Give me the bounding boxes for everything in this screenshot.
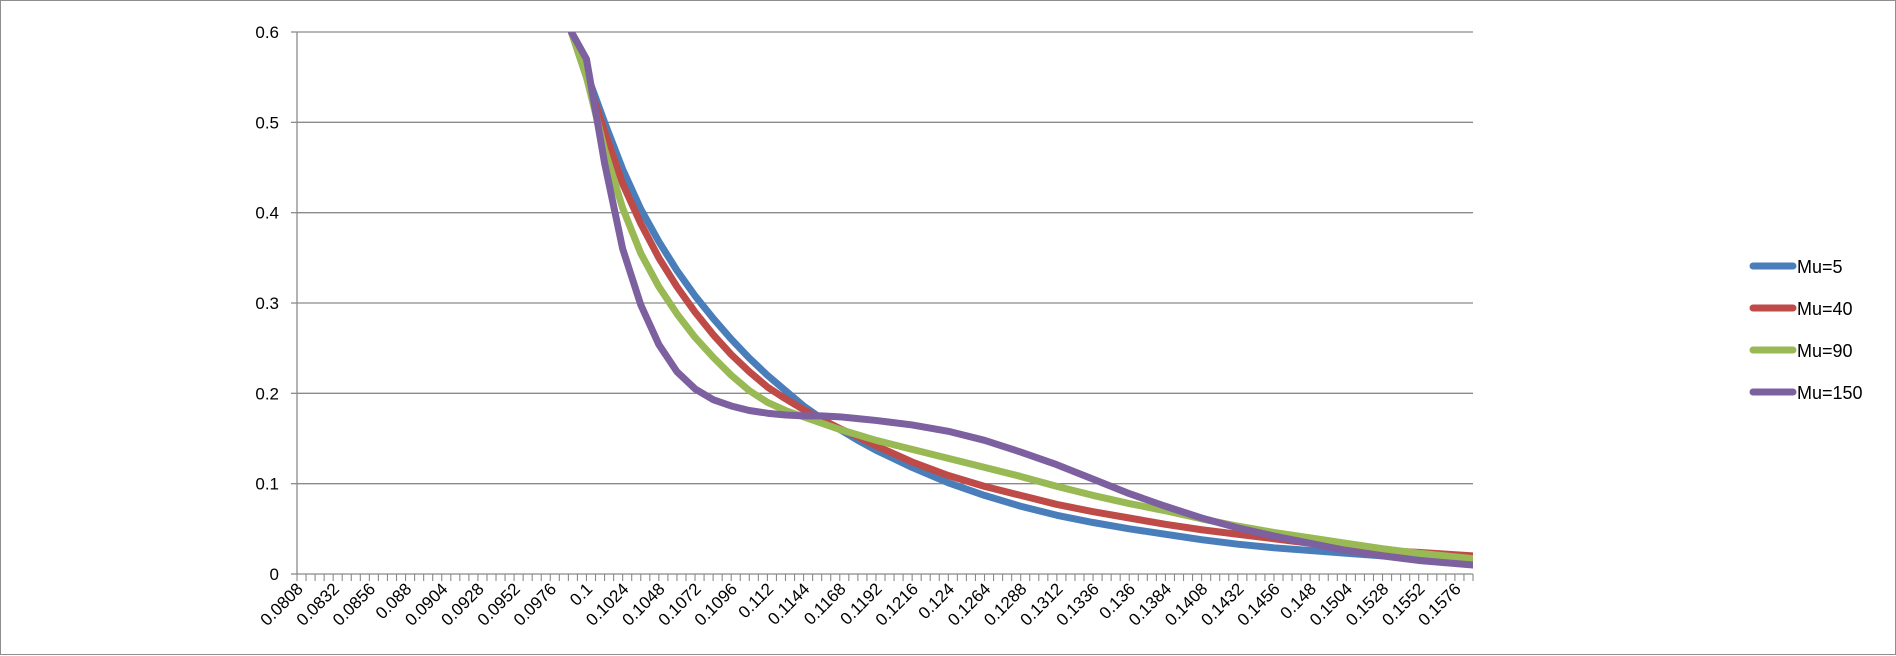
series-lines <box>567 32 1473 569</box>
legend-label: Mu=150 <box>1797 383 1863 403</box>
y-tick-label: 0.4 <box>255 204 279 223</box>
series-line-mu-90 <box>567 32 1473 563</box>
y-tick-label: 0 <box>270 565 279 584</box>
y-tick-label: 0.5 <box>255 113 279 132</box>
gridlines <box>297 31 1473 485</box>
series-line-mu-150 <box>567 32 1473 569</box>
y-tick-label: 0.6 <box>255 23 279 42</box>
y-tick-label: 0.2 <box>255 384 279 403</box>
legend: Mu=5 Mu=40 Mu=90 Mu=150 <box>1749 257 1863 403</box>
x-tick-label: 0.1 <box>566 579 596 609</box>
legend-label: Mu=90 <box>1797 341 1853 361</box>
series-line-mu-5 <box>567 32 1473 564</box>
y-tick-label: 0.1 <box>255 475 279 494</box>
legend-label: Mu=40 <box>1797 299 1853 319</box>
y-tick-label: 0.3 <box>255 294 279 313</box>
legend-label: Mu=5 <box>1797 257 1843 277</box>
